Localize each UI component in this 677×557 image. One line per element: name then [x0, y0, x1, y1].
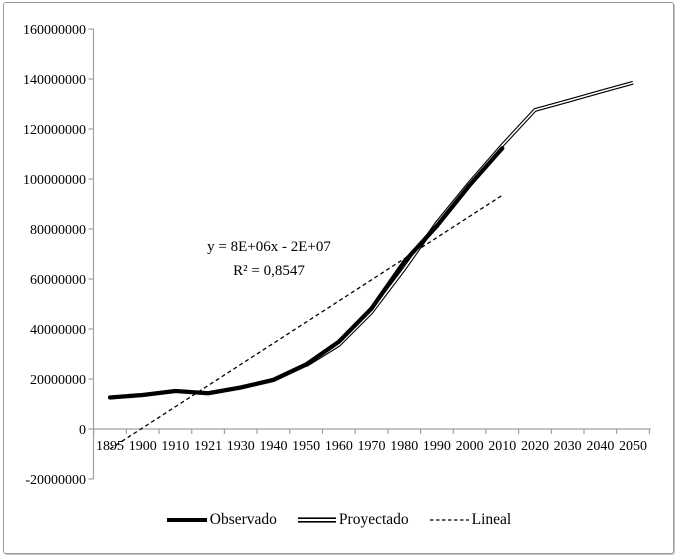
x-axis-tick-label: 1900 [129, 439, 157, 454]
legend: Observado Proyectado Lineal [0, 511, 677, 529]
lineal-trendline [109, 194, 503, 450]
legend-item-proyectado: Proyectado [297, 511, 409, 529]
legend-item-lineal: Lineal [429, 511, 512, 529]
y-axis-tick-label: 120000000 [23, 123, 86, 138]
x-axis-tick-label: 2010 [488, 439, 516, 454]
x-axis-tick-label: 1970 [358, 439, 386, 454]
x-axis-tick-label: 2050 [619, 439, 647, 454]
x-axis-tick-label: 1960 [325, 439, 353, 454]
observado-line-icon [166, 518, 207, 522]
legend-item-observado: Observado [166, 511, 277, 529]
y-axis-tick-label: 40000000 [30, 323, 86, 338]
x-axis-tick-label: 1910 [161, 439, 189, 454]
legend-label-proyectado: Proyectado [338, 511, 409, 528]
x-axis-tick-label: 2030 [554, 439, 582, 454]
x-axis-tick-label: 1930 [227, 439, 255, 454]
x-axis-tick-label: 2040 [586, 439, 614, 454]
y-axis-tick-label: 20000000 [30, 373, 86, 388]
x-axis-tick-label: 1980 [390, 439, 418, 454]
equation-text: y = 8E+06x - 2E+07 [207, 239, 331, 255]
trendline-equation: y = 8E+06x - 2E+07 R² = 0,8547 [189, 235, 349, 283]
x-axis-tick-label: 1950 [292, 439, 320, 454]
legend-label-lineal: Lineal [471, 511, 512, 528]
x-axis-tick-label: 1895 [96, 439, 124, 454]
y-axis-tick-label: 160000000 [23, 23, 86, 38]
y-axis-tick-label: -20000000 [25, 473, 86, 488]
x-axis-tick-label: 1990 [423, 439, 451, 454]
x-axis-tick-label: 1940 [259, 439, 287, 454]
r-squared-text: R² = 0,8547 [233, 263, 305, 279]
y-axis-tick-label: 100000000 [23, 173, 86, 188]
observado-line [107, 146, 505, 400]
y-axis-tick-label: 140000000 [23, 73, 86, 88]
y-axis-tick-label: 60000000 [30, 273, 86, 288]
lineal-line-icon [429, 519, 469, 521]
x-axis-tick-label: 1921 [194, 439, 222, 454]
x-axis-tick-label: 2000 [456, 439, 484, 454]
legend-label-observado: Observado [209, 511, 277, 528]
x-axis-tick-label: 2020 [521, 439, 549, 454]
y-axis-tick-label: 0 [79, 423, 86, 438]
y-axis-tick-label: 80000000 [30, 223, 86, 238]
proyectado-line-icon [297, 517, 336, 523]
